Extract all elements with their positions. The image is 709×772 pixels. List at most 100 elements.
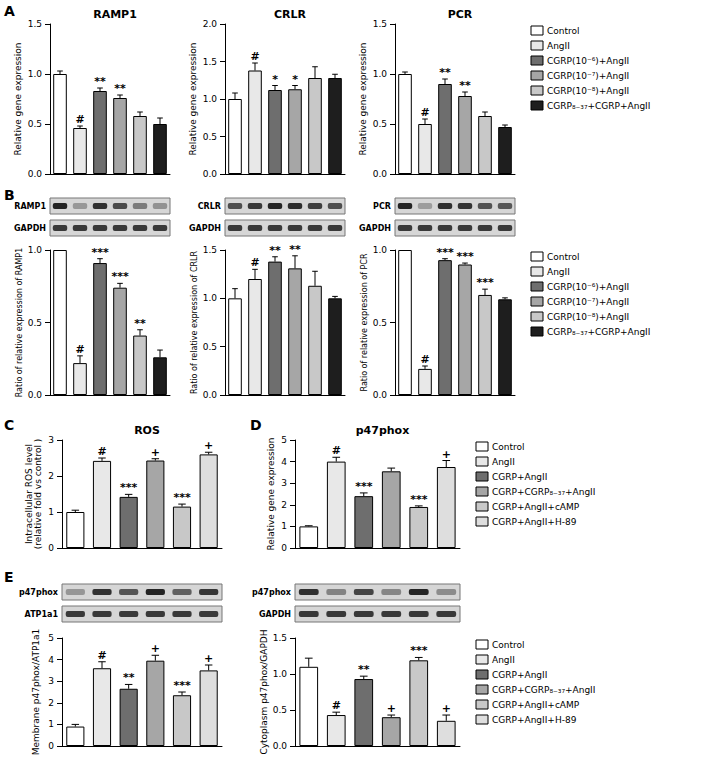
svg-text:#: # xyxy=(75,343,84,356)
svg-text:#: # xyxy=(250,256,259,269)
svg-text:**: ** xyxy=(94,75,106,88)
svg-text:***: *** xyxy=(173,491,191,504)
svg-text:Ratio of relative expression o: Ratio of relative expression of CRLR xyxy=(190,250,199,394)
svg-text:1.5: 1.5 xyxy=(203,245,217,255)
svg-text:5: 5 xyxy=(281,435,287,445)
svg-text:GAPDH: GAPDH xyxy=(14,224,46,233)
svg-text:0: 0 xyxy=(48,543,54,553)
svg-text:#: # xyxy=(420,106,429,119)
svg-text:Membrane p47phox/ATP1a1: Membrane p47phox/ATP1a1 xyxy=(31,629,41,756)
svg-text:0.5: 0.5 xyxy=(373,119,387,129)
svg-text:*: * xyxy=(292,73,298,86)
svg-text:**: ** xyxy=(269,244,281,257)
svg-text:CGRP+AngII+H-89: CGRP+AngII+H-89 xyxy=(492,715,577,725)
svg-text:#: # xyxy=(420,353,429,366)
svg-text:#: # xyxy=(97,649,106,662)
svg-text:#: # xyxy=(332,699,341,712)
svg-text:Relative gene expression: Relative gene expression xyxy=(266,437,276,550)
svg-text:+: + xyxy=(204,652,213,665)
svg-text:***: *** xyxy=(436,246,454,259)
svg-text:**: ** xyxy=(123,671,135,684)
svg-text:2: 2 xyxy=(281,500,287,510)
svg-text:#: # xyxy=(97,445,106,458)
svg-text:0.5: 0.5 xyxy=(203,342,217,352)
svg-text:***: *** xyxy=(410,493,428,506)
svg-text:CGRP+CGRP₈₋₃₇+AngII: CGRP+CGRP₈₋₃₇+AngII xyxy=(492,685,595,695)
svg-text:**: ** xyxy=(289,243,301,256)
svg-text:CGRP+AngII+H-89: CGRP+AngII+H-89 xyxy=(492,517,577,527)
svg-text:***: *** xyxy=(355,480,373,493)
svg-text:**: ** xyxy=(358,663,370,676)
svg-text:Relative gene expression: Relative gene expression xyxy=(188,42,198,155)
svg-text:CRLR: CRLR xyxy=(274,8,307,21)
svg-text:B: B xyxy=(4,187,15,203)
svg-text:***: *** xyxy=(476,276,494,289)
svg-text:CGRP+AngII+cAMP: CGRP+AngII+cAMP xyxy=(492,502,580,512)
svg-text:**: ** xyxy=(114,82,126,95)
svg-text:0.5: 0.5 xyxy=(373,318,387,328)
svg-text:1.5: 1.5 xyxy=(203,57,217,67)
svg-text:0.5: 0.5 xyxy=(28,119,42,129)
svg-text:3: 3 xyxy=(281,478,287,488)
svg-text:1.0: 1.0 xyxy=(273,669,288,679)
svg-text:AngII: AngII xyxy=(547,41,570,51)
svg-text:CGRP₈₋₃₇+CGRP+AngII: CGRP₈₋₃₇+CGRP+AngII xyxy=(547,327,650,337)
svg-text:AngII: AngII xyxy=(492,655,515,665)
svg-text:CGRP(10⁻⁷)+AngII: CGRP(10⁻⁷)+AngII xyxy=(547,297,629,307)
svg-text:1.0: 1.0 xyxy=(373,69,388,79)
svg-text:1.0: 1.0 xyxy=(203,94,218,104)
svg-text:CGRP+AngII: CGRP+AngII xyxy=(492,670,547,680)
svg-text:1.0: 1.0 xyxy=(28,245,43,255)
svg-text:Relative gene expression: Relative gene expression xyxy=(13,42,23,155)
svg-text:0: 0 xyxy=(48,741,54,751)
svg-text:**: ** xyxy=(459,79,471,92)
svg-text:CGRP(10⁻⁶)+AngII: CGRP(10⁻⁶)+AngII xyxy=(547,56,629,66)
svg-text:Control: Control xyxy=(547,252,580,262)
svg-text:#: # xyxy=(250,50,259,63)
svg-text:0.0: 0.0 xyxy=(373,390,388,400)
svg-text:RAMP1: RAMP1 xyxy=(93,8,137,21)
svg-text:p47phox: p47phox xyxy=(356,424,410,437)
svg-text:0.5: 0.5 xyxy=(203,132,217,142)
svg-text:p47phox: p47phox xyxy=(252,588,292,597)
svg-text:CGRP(10⁻⁶)+AngII: CGRP(10⁻⁶)+AngII xyxy=(547,282,629,292)
svg-text:Control: Control xyxy=(492,442,525,452)
svg-text:CGRP(10⁻⁸)+AngII: CGRP(10⁻⁸)+AngII xyxy=(547,86,629,96)
svg-text:PCR: PCR xyxy=(373,202,391,211)
svg-text:p47phox: p47phox xyxy=(19,588,59,597)
svg-text:0.0: 0.0 xyxy=(203,169,218,179)
svg-text:1.0: 1.0 xyxy=(203,293,218,303)
svg-text:2: 2 xyxy=(48,471,54,481)
svg-text:+: + xyxy=(442,448,451,461)
svg-text:**: ** xyxy=(134,317,146,330)
svg-text:CGRP+CGRP₈₋₃₇+AngII: CGRP+CGRP₈₋₃₇+AngII xyxy=(492,487,595,497)
svg-text:CGRP(10⁻⁸)+AngII: CGRP(10⁻⁸)+AngII xyxy=(547,312,629,322)
svg-text:***: *** xyxy=(410,644,428,657)
svg-text:GAPDH: GAPDH xyxy=(359,224,391,233)
svg-text:+: + xyxy=(442,702,451,715)
svg-text:CGRP₈₋₃₇+CGRP+AngII: CGRP₈₋₃₇+CGRP+AngII xyxy=(547,101,650,111)
svg-text:2: 2 xyxy=(48,698,54,708)
svg-text:1: 1 xyxy=(281,521,287,531)
svg-text:*: * xyxy=(272,73,278,86)
svg-text:ROS: ROS xyxy=(134,424,160,437)
svg-text:E: E xyxy=(4,569,14,585)
svg-text:CGRP+AngII: CGRP+AngII xyxy=(492,472,547,482)
svg-text:***: *** xyxy=(91,246,109,259)
svg-text:Relative gene expression: Relative gene expression xyxy=(358,42,368,155)
svg-text:+: + xyxy=(151,446,160,459)
svg-text:#: # xyxy=(75,113,84,126)
svg-text:Control: Control xyxy=(492,640,525,650)
svg-text:1: 1 xyxy=(48,507,54,517)
svg-text:CGRP+AngII+cAMP: CGRP+AngII+cAMP xyxy=(492,700,580,710)
svg-text:3: 3 xyxy=(48,435,54,445)
svg-text:RAMP1: RAMP1 xyxy=(14,202,46,211)
svg-text:+: + xyxy=(204,439,213,452)
svg-text:CGRP(10⁻⁷)+AngII: CGRP(10⁻⁷)+AngII xyxy=(547,71,629,81)
svg-text:Control: Control xyxy=(547,26,580,36)
svg-text:D: D xyxy=(250,417,262,433)
svg-text:0.0: 0.0 xyxy=(203,390,218,400)
svg-text:0.0: 0.0 xyxy=(28,390,43,400)
svg-text:0.0: 0.0 xyxy=(373,169,388,179)
svg-text:1.0: 1.0 xyxy=(373,245,388,255)
